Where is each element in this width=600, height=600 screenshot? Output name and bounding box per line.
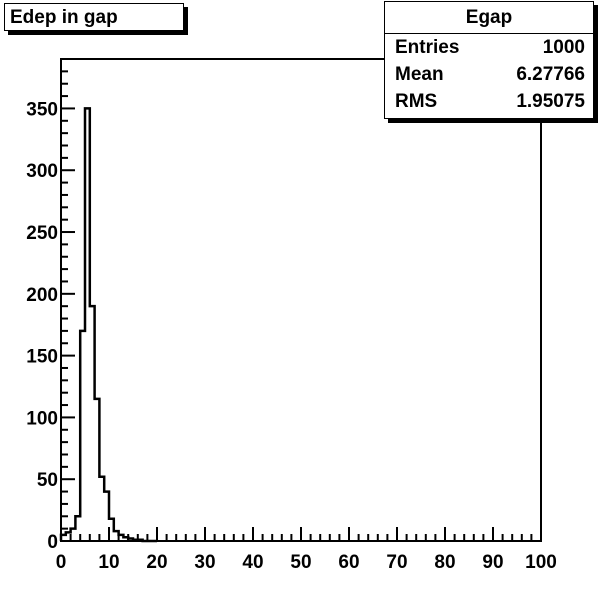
x-tick-label: 90 <box>482 552 503 573</box>
stats-box: Egap Entries 1000 Mean 6.27766 RMS 1.950… <box>384 1 594 119</box>
y-tick-label: 50 <box>37 470 58 491</box>
y-tick-label: 0 <box>47 532 58 553</box>
y-tick-label: 350 <box>26 99 58 120</box>
axis-ticks <box>60 58 542 542</box>
y-tick-label: 100 <box>26 408 58 429</box>
stats-label: Mean <box>395 64 444 85</box>
stats-value: 6.27766 <box>516 64 585 85</box>
x-tick-label: 20 <box>146 552 167 573</box>
x-tick-label: 0 <box>56 552 67 573</box>
histogram-line <box>59 107 157 543</box>
x-tick-label: 70 <box>386 552 407 573</box>
stats-label: RMS <box>395 91 438 112</box>
y-tick-label: 200 <box>26 285 58 306</box>
stats-row-mean: Mean 6.27766 <box>385 61 593 88</box>
x-tick-label: 50 <box>290 552 311 573</box>
stats-label: Entries <box>395 37 460 58</box>
x-tick-label: 100 <box>525 552 557 573</box>
stats-value: 1000 <box>542 37 585 58</box>
chart-title: Edep in gap <box>4 3 184 31</box>
x-tick-label: 80 <box>434 552 455 573</box>
stats-row-entries: Entries 1000 <box>385 34 593 61</box>
x-tick-label: 60 <box>338 552 359 573</box>
axis-tick-labels: 0 10 20 30 40 50 60 70 80 90 100 0 50 100 150 200 250 300… <box>26 99 557 573</box>
y-tick-label: 300 <box>26 161 58 182</box>
x-tick-label: 30 <box>194 552 215 573</box>
x-tick-label: 40 <box>242 552 263 573</box>
y-tick-label: 250 <box>26 223 58 244</box>
stats-value: 1.95075 <box>516 91 585 112</box>
stats-histogram-name: Egap <box>385 2 593 34</box>
stats-row-rms: RMS 1.95075 <box>385 88 593 115</box>
plot-frame <box>60 58 542 542</box>
x-tick-label: 10 <box>98 552 119 573</box>
y-tick-label: 150 <box>26 347 58 368</box>
